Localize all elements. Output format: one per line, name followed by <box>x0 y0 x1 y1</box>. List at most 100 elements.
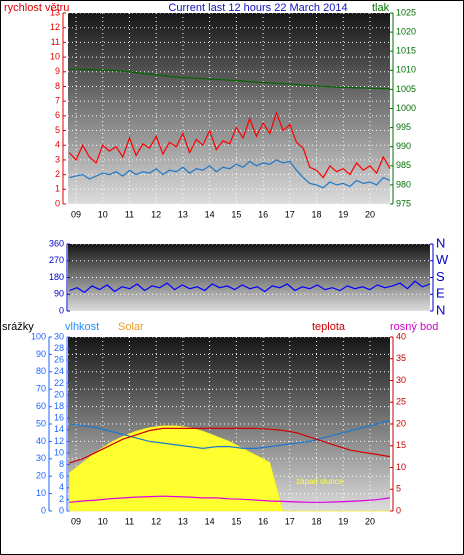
x-tick-label: 12 <box>151 209 161 219</box>
x-tick-label: 11 <box>125 209 134 219</box>
y-tick-label: 2 <box>55 169 60 179</box>
line <box>69 159 391 189</box>
y-tick-label: 4 <box>55 140 60 150</box>
y-tick-label: 0 <box>396 505 401 515</box>
line <box>69 427 391 464</box>
x-tick-label: 09 <box>71 516 81 526</box>
y-tick-label: 12 <box>50 22 60 32</box>
y-tick-label: 13 <box>50 7 60 17</box>
y-tick-label: 80 <box>36 366 46 376</box>
x-tick-label: 11 <box>125 516 134 526</box>
x-tick-label: 09 <box>71 209 81 219</box>
y-tick-label: 100 <box>31 331 46 341</box>
y-tick-label: 1020 <box>396 26 416 36</box>
y-tick-label: 15 <box>396 440 406 450</box>
y-tick-label: 50 <box>36 418 46 428</box>
x-tick-label: 16 <box>258 516 268 526</box>
line <box>69 419 391 450</box>
x-tick-label: 14 <box>205 516 215 526</box>
x-tick-label: 13 <box>178 209 188 219</box>
y-tick-label: 28 <box>54 343 64 353</box>
x-tick-label: 18 <box>312 516 322 526</box>
y-tick-label: 24 <box>54 366 64 376</box>
y-tick-label: 30 <box>36 453 46 463</box>
y-tick-label: 360 <box>49 238 64 248</box>
y-tick-label: 10 <box>50 51 60 61</box>
y-tick-label: 6 <box>59 471 64 481</box>
y-tick-label: 40 <box>36 436 46 446</box>
y-tick-label: 26 <box>54 355 64 365</box>
y-tick-label: 8 <box>55 81 60 91</box>
line <box>68 111 391 179</box>
y-tick-label: 9 <box>55 66 60 76</box>
y-tick-label: 1000 <box>396 103 416 113</box>
y-tick-label: 10 <box>54 447 64 457</box>
y-tick-label: 0 <box>41 505 46 515</box>
x-tick-label: 10 <box>98 209 108 219</box>
y-tick-label: 35 <box>396 353 406 363</box>
x-tick-label: 13 <box>178 516 188 526</box>
annotation: západ slunce <box>296 477 344 486</box>
y-tick-label: 180 <box>49 272 64 282</box>
y-tick-label: 10 <box>36 488 46 498</box>
y-tick-label: E <box>436 286 445 301</box>
y-tick-label: 4 <box>59 482 64 492</box>
y-tick-label: 0 <box>55 198 60 208</box>
legend-label: rosný bod <box>390 321 438 333</box>
legend-label: vlhkost <box>65 321 99 333</box>
y-tick-label: W <box>436 252 449 267</box>
x-tick-label: 19 <box>338 209 348 219</box>
x-tick-label: 16 <box>258 209 268 219</box>
y-tick-label: 22 <box>54 378 64 388</box>
y-tick-label: 1015 <box>396 46 416 56</box>
y-tick-label: 1005 <box>396 84 416 94</box>
y-tick-label: 90 <box>54 289 64 299</box>
y-tick-label: 1010 <box>396 65 416 75</box>
axis-title: tlak <box>372 2 390 14</box>
x-tick-label: 10 <box>98 516 108 526</box>
x-tick-label: 18 <box>312 209 322 219</box>
line <box>69 68 390 90</box>
x-tick-label: 14 <box>205 209 215 219</box>
line <box>69 495 391 503</box>
axis-title: srážky <box>2 321 34 333</box>
y-tick-label: 20 <box>396 418 406 428</box>
y-tick-label: 11 <box>51 37 60 47</box>
y-tick-label: 12 <box>54 436 64 446</box>
x-tick-label: 12 <box>151 516 161 526</box>
y-tick-label: 5 <box>396 484 401 494</box>
y-tick-label: 70 <box>36 384 46 394</box>
y-tick-label: 3 <box>55 154 60 164</box>
legend-label: teplota <box>312 321 346 333</box>
y-tick-label: 10 <box>396 462 406 472</box>
y-tick-label: 8 <box>59 459 64 469</box>
y-tick-label: 1025 <box>396 7 416 17</box>
y-tick-label: 980 <box>396 179 411 189</box>
y-tick-label: 18 <box>54 401 64 411</box>
y-tick-label: 6 <box>55 110 60 120</box>
x-tick-label: 17 <box>285 516 295 526</box>
y-tick-label: S <box>436 269 445 284</box>
y-tick-label: 90 <box>36 349 46 359</box>
y-tick-label: 14 <box>54 424 64 434</box>
y-tick-label: 990 <box>396 141 411 151</box>
x-tick-label: 20 <box>365 209 375 219</box>
y-tick-label: 0 <box>59 305 64 315</box>
axis-title: Current last 12 hours 22 March 2014 <box>168 2 347 14</box>
y-tick-label: 985 <box>396 160 411 170</box>
x-tick-label: 19 <box>338 516 348 526</box>
line <box>69 280 431 294</box>
y-tick-label: 7 <box>55 96 60 106</box>
y-tick-label: 5 <box>55 125 60 135</box>
y-tick-label: 0 <box>59 505 64 515</box>
y-tick-label: 20 <box>36 471 46 481</box>
y-tick-label: 995 <box>396 122 411 132</box>
plot-background <box>68 13 390 204</box>
y-tick-label: 25 <box>396 397 406 407</box>
y-tick-label: 60 <box>36 401 46 411</box>
y-tick-label: 1 <box>55 184 60 194</box>
y-tick-label: 270 <box>49 255 64 265</box>
axis-title: rychlost větru <box>4 2 69 14</box>
y-tick-label: 30 <box>54 331 64 341</box>
